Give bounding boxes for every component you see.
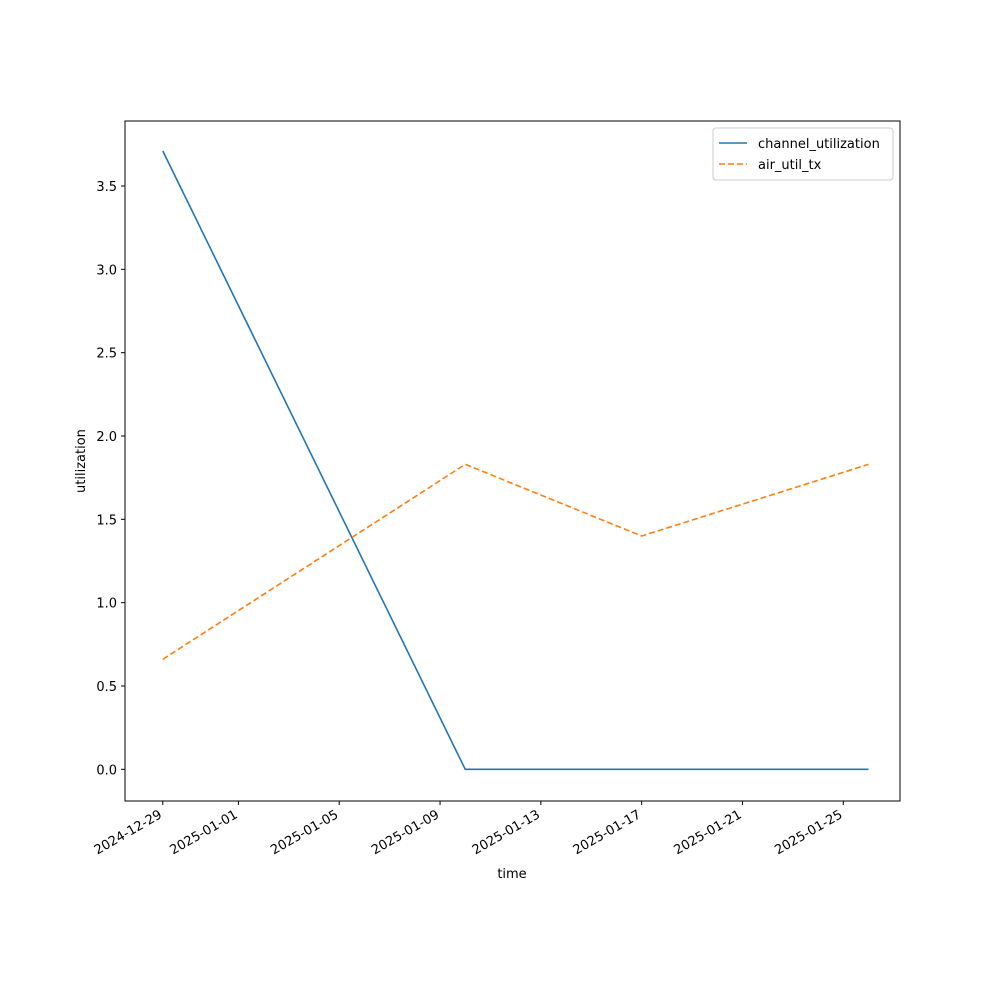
legend-label: channel_utilization (758, 137, 880, 152)
x-tick-label: 2025-01-17 (571, 807, 644, 858)
series-line (162, 150, 869, 771)
x-tick-label: 2025-01-09 (369, 807, 442, 858)
x-axis-label: time (497, 867, 526, 882)
y-tick-label: 3.0 (96, 263, 117, 278)
x-tick-label: 2025-01-13 (470, 807, 543, 858)
y-tick-label: 0.5 (96, 680, 117, 695)
y-axis-label: utilization (74, 429, 89, 493)
x-tick-label: 2025-01-05 (268, 807, 341, 858)
x-tick-label: 2024-12-29 (92, 807, 165, 858)
y-tick-label: 2.5 (96, 347, 117, 362)
legend-box (712, 127, 894, 181)
y-tick-label: 2.0 (96, 430, 117, 445)
x-tick-label: 2025-01-21 (672, 807, 745, 858)
y-tick-label: 3.5 (96, 180, 117, 195)
legend-label: air_util_tx (758, 158, 822, 173)
x-tick-label: 2025-01-25 (772, 807, 845, 858)
y-tick-label: 1.0 (96, 597, 117, 612)
series-line (162, 463, 869, 661)
y-tick-label: 1.5 (96, 513, 117, 528)
y-tick-label: 0.0 (96, 763, 117, 778)
plot-frame (124, 120, 901, 802)
x-tick-label: 2025-01-01 (167, 807, 240, 858)
